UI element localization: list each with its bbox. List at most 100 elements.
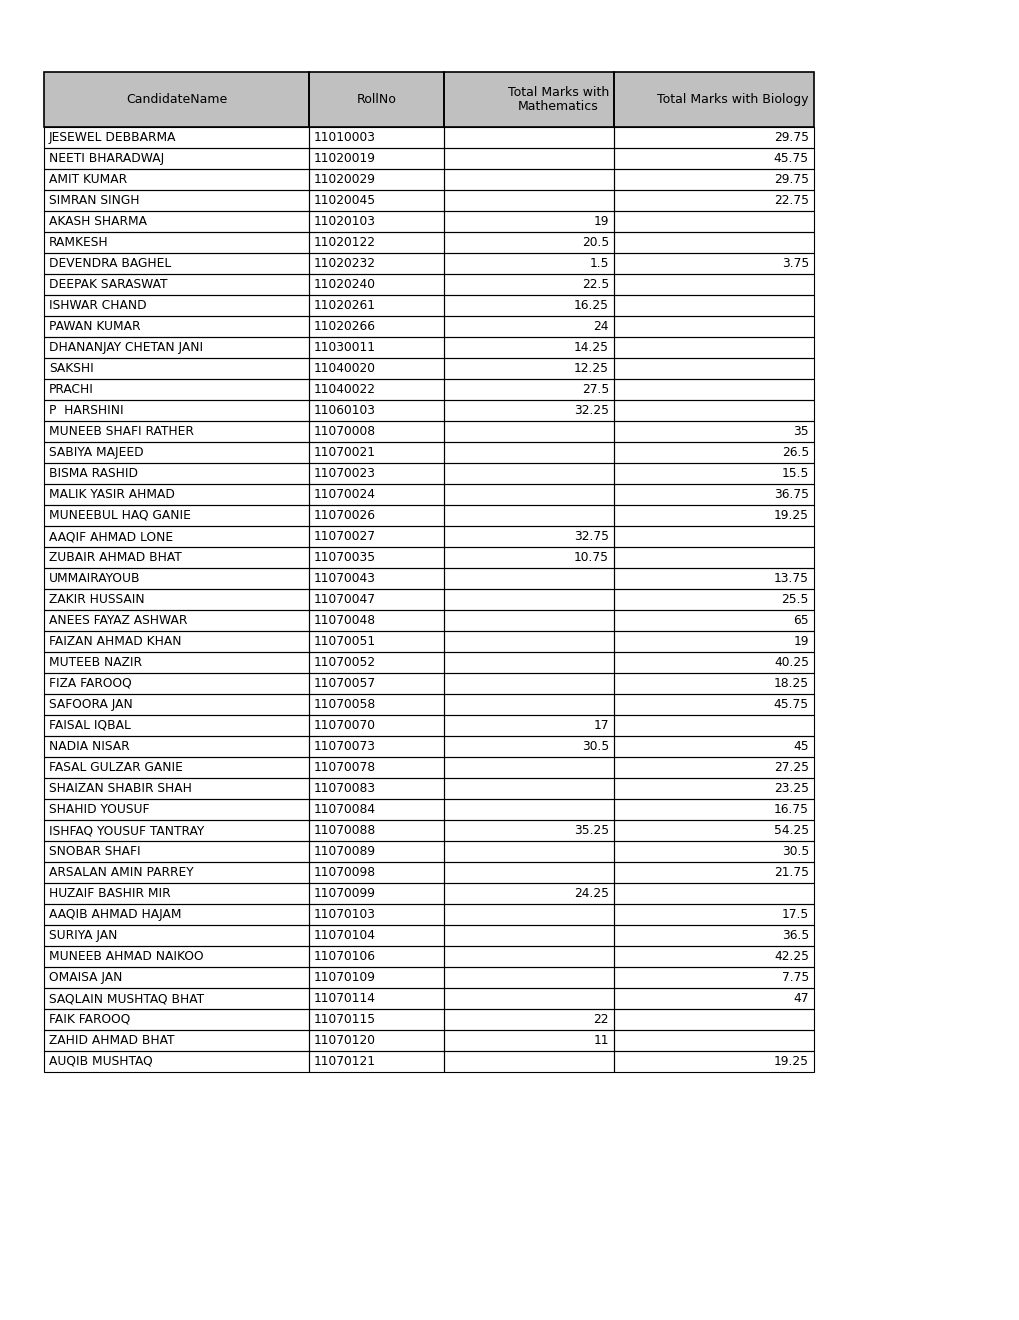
Bar [613, 925, 813, 946]
Text: 45.75: 45.75 [773, 698, 808, 711]
Bar [44, 715, 309, 737]
Bar [44, 673, 813, 694]
Bar [44, 673, 309, 694]
Text: 27.25: 27.25 [773, 762, 808, 774]
Text: 11020045: 11020045 [314, 194, 376, 207]
Bar [613, 652, 813, 673]
Text: PRACHI: PRACHI [49, 383, 94, 396]
Bar [44, 484, 309, 506]
Bar [44, 400, 813, 421]
Bar [443, 337, 613, 358]
Text: DEVENDRA BAGHEL: DEVENDRA BAGHEL [49, 257, 171, 271]
Text: MUNEEBUL HAQ GANIE: MUNEEBUL HAQ GANIE [49, 510, 191, 521]
Bar [44, 799, 309, 820]
Bar [613, 358, 813, 379]
Text: 24: 24 [593, 319, 608, 333]
Text: AAQIB AHMAD HAJAM: AAQIB AHMAD HAJAM [49, 908, 181, 921]
Bar [44, 211, 309, 232]
Bar [443, 127, 613, 148]
Bar [443, 904, 613, 925]
Text: 36.75: 36.75 [773, 488, 808, 502]
Text: 42.25: 42.25 [773, 950, 808, 964]
Text: AKASH SHARMA: AKASH SHARMA [49, 215, 147, 228]
Bar [44, 841, 813, 862]
Bar [443, 315, 613, 337]
Bar [44, 904, 813, 925]
Bar [44, 820, 309, 841]
Text: UMMAIRAYOUB: UMMAIRAYOUB [49, 572, 141, 585]
Text: 35.25: 35.25 [574, 824, 608, 837]
Bar [44, 337, 813, 358]
Bar [309, 463, 443, 484]
Text: 11070024: 11070024 [314, 488, 376, 502]
Bar [309, 358, 443, 379]
Text: 29.75: 29.75 [773, 173, 808, 186]
Bar [613, 862, 813, 883]
Text: DHANANJAY CHETAN JANI: DHANANJAY CHETAN JANI [49, 341, 203, 354]
Bar [44, 127, 309, 148]
Bar [443, 421, 613, 442]
Bar [44, 987, 813, 1008]
Text: SIMRAN SINGH: SIMRAN SINGH [49, 194, 140, 207]
Text: 11040022: 11040022 [314, 383, 376, 396]
Bar [44, 777, 813, 799]
Bar [309, 756, 443, 777]
Text: 11020232: 11020232 [314, 257, 376, 271]
Bar [443, 946, 613, 968]
Text: 22: 22 [593, 1012, 608, 1026]
Bar [44, 568, 309, 589]
Text: CandidateName: CandidateName [125, 92, 227, 106]
Text: 11070047: 11070047 [314, 593, 376, 606]
Bar [44, 862, 813, 883]
Text: 11070008: 11070008 [314, 425, 376, 438]
Bar [613, 568, 813, 589]
Bar [44, 315, 813, 337]
Text: MUNEEB AHMAD NAIKOO: MUNEEB AHMAD NAIKOO [49, 950, 204, 964]
Text: 16.25: 16.25 [574, 300, 608, 312]
Bar [44, 610, 309, 631]
Text: 11030011: 11030011 [314, 341, 376, 354]
Bar [44, 652, 309, 673]
Text: ISHFAQ YOUSUF TANTRAY: ISHFAQ YOUSUF TANTRAY [49, 824, 204, 837]
Text: NEETI BHARADWAJ: NEETI BHARADWAJ [49, 152, 164, 165]
Bar [613, 379, 813, 400]
Bar [613, 463, 813, 484]
Bar [44, 190, 813, 211]
Bar [613, 737, 813, 756]
Bar [309, 737, 443, 756]
Bar [309, 568, 443, 589]
Bar [443, 610, 613, 631]
Bar [44, 589, 309, 610]
Bar [443, 925, 613, 946]
Bar [44, 756, 309, 777]
Bar [443, 275, 613, 294]
Bar [44, 73, 813, 127]
Text: 11070084: 11070084 [314, 803, 376, 816]
Text: 11070070: 11070070 [314, 719, 376, 733]
Bar [44, 715, 813, 737]
Text: FAIK FAROOQ: FAIK FAROOQ [49, 1012, 130, 1026]
Bar [44, 883, 309, 904]
Bar [443, 190, 613, 211]
Bar [44, 820, 813, 841]
Text: 30.5: 30.5 [781, 845, 808, 858]
Bar [443, 968, 613, 987]
Text: 25.5: 25.5 [781, 593, 808, 606]
Bar [44, 294, 813, 315]
Bar [44, 610, 813, 631]
Bar [44, 883, 813, 904]
Text: 29.75: 29.75 [773, 131, 808, 144]
Bar [309, 1051, 443, 1072]
Bar [309, 190, 443, 211]
Bar [44, 525, 309, 546]
Bar [443, 253, 613, 275]
Bar [44, 421, 813, 442]
Text: ARSALAN AMIN PARREY: ARSALAN AMIN PARREY [49, 866, 194, 879]
Bar [309, 777, 443, 799]
Text: 19: 19 [793, 635, 808, 648]
Bar [309, 673, 443, 694]
Bar [613, 169, 813, 190]
Bar [44, 358, 309, 379]
Text: 11070027: 11070027 [314, 531, 376, 543]
Bar [613, 799, 813, 820]
